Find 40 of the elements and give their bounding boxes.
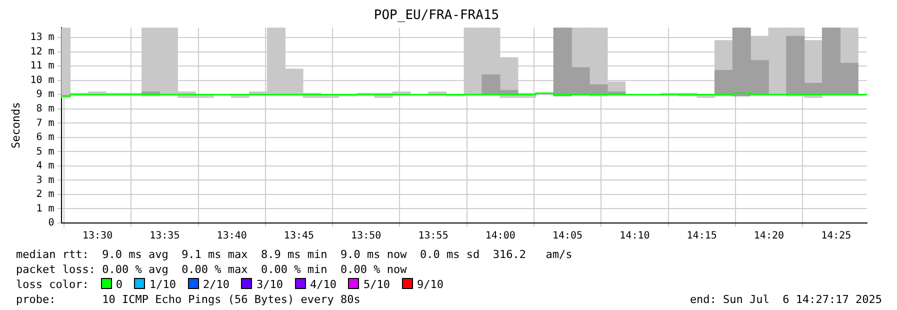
text: end: Sun Jul 6 14:27:17 2025 [690,292,882,307]
x-tick-label: 14:00 [485,230,516,242]
text: median rtt: 9.0 ms avg 9.1 ms max 8.9 ms min 9.0 ms now 0.0 ms sd 316.2 am/s [16,247,574,262]
x-tick-label: 13:35 [150,230,180,242]
x-tick-label: 13:50 [351,230,382,242]
text: packet loss: 0.00 % avg 0.00 % max 0.00 % min 0.00 % now [16,262,408,277]
x-tick-label: 14:10 [620,230,650,242]
y-tick-label: 1 m [36,203,54,214]
y-tick-label: 0 [48,218,54,229]
y-tick-label: 11 m [30,60,54,72]
y-tick-label: 12 m [30,46,54,58]
y-axis-title: Seconds [9,102,22,148]
text: 9/10 [416,278,444,291]
x-tick-label: 13:30 [82,230,113,242]
text: 1/10 [149,278,176,291]
text: 5/10 [363,278,390,291]
y-tick-label: 6 m [36,132,54,144]
x-tick-label: 14:05 [552,230,583,242]
x-tick-label: 14:15 [686,230,717,242]
chart-title: POP_EU/FRA-FRA15 [374,8,500,24]
y-tick-label: 5 m [36,146,54,158]
y-tick-label: 9 m [36,89,54,100]
x-tick-label: 13:55 [418,230,448,242]
y-tick-label: 7 m [36,118,54,129]
y-tick-label: 4 m [36,160,54,172]
text: 3/10 [256,278,283,291]
y-tick-label: 2 m [36,189,54,200]
x-tick-label: 13:40 [216,230,247,242]
x-tick-label: 14:25 [821,230,852,242]
text: 2/10 [202,278,230,291]
text: 0 [116,278,122,291]
text: loss color: [16,278,89,291]
x-tick-label: 13:45 [284,230,314,242]
x-tick-label: 14:20 [754,230,784,242]
y-tick-label: 13 m [30,32,54,44]
y-tick-label: 8 m [36,103,54,114]
text: probe: 10 ICMP Echo Pings (56 Bytes) every 80s [16,293,360,306]
text: 4/10 [310,278,336,291]
y-tick-label: 10 m [30,74,54,86]
y-tick-label: 3 m [36,174,54,186]
